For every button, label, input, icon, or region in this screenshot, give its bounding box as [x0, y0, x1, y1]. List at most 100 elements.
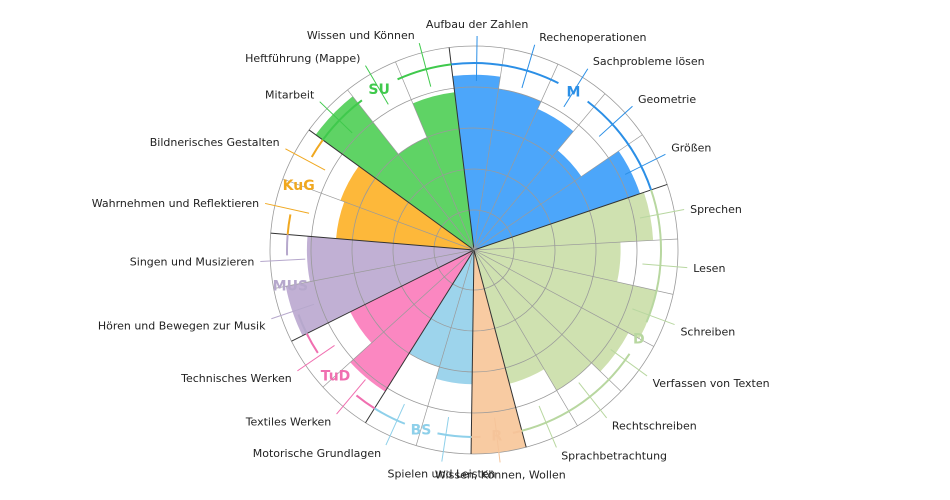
spoke: [273, 249, 475, 289]
group-arc-bs: [437, 432, 472, 438]
label-tick: [639, 208, 685, 219]
bar-mus-0: [285, 250, 474, 336]
spoke: [322, 249, 475, 388]
label-tick: [642, 263, 688, 269]
group-arc-m: [587, 100, 653, 191]
bar-tud-0: [350, 250, 474, 392]
spoke: [473, 249, 527, 448]
category-label: Sprachbetrachtung: [561, 449, 667, 462]
bar-m-0: [452, 74, 501, 250]
group-arc-d: [645, 189, 662, 323]
spoke: [473, 134, 643, 251]
category-label: Schreiben: [680, 325, 735, 338]
label-tick: [441, 417, 450, 462]
spoke: [308, 129, 475, 251]
category-label: Verfassen von Texten: [653, 377, 770, 390]
bar-d-2: [474, 250, 658, 339]
group-code-m: M: [566, 85, 580, 101]
label-tick: [598, 105, 633, 137]
category-label: Geometrie: [638, 93, 696, 106]
category-label: Textiles Werken: [245, 416, 332, 429]
label-tick: [365, 65, 389, 105]
category-label: Sprechen: [690, 203, 742, 216]
spoke: [473, 48, 506, 251]
label-tick: [336, 379, 366, 415]
category-label: Lesen: [693, 262, 725, 275]
spoke: [448, 47, 475, 251]
label-tick: [521, 44, 536, 89]
label-tick: [578, 382, 608, 419]
bars-layer: [285, 74, 658, 454]
spoke: [473, 249, 674, 295]
category-label: Heftführung (Mappe): [245, 52, 360, 65]
label-tick: [418, 42, 432, 87]
spoke: [473, 249, 578, 426]
group-arc-d: [521, 353, 631, 432]
label-tick: [563, 68, 589, 108]
bar-m-2: [474, 108, 574, 250]
bar-d-5: [474, 250, 545, 384]
category-label: Hören und Bewegen zur Musik: [98, 319, 266, 332]
spoke: [470, 249, 475, 454]
grid-layer: [269, 45, 679, 455]
spoke: [473, 249, 654, 347]
bar-bs-0: [435, 250, 474, 385]
category-label: Wissen, Können, Wollen: [435, 468, 566, 481]
group-arc-su: [397, 63, 452, 81]
bar-tud-1: [350, 250, 474, 343]
label-tick: [285, 148, 326, 171]
category-label: Größen: [671, 141, 711, 154]
label-tick: [385, 403, 405, 446]
category-label: Wissen und Können: [307, 29, 415, 42]
spoke: [473, 249, 622, 392]
category-label: Spielen und Leisten: [387, 468, 495, 481]
bar-d-3: [474, 250, 629, 372]
label-tick: [475, 36, 478, 82]
bar-m-4: [474, 150, 641, 250]
group-arc-tud: [355, 394, 376, 410]
grid-ring: [269, 45, 679, 455]
grid-ring: [392, 168, 556, 332]
label-tick: [610, 349, 648, 377]
bar-su-2: [412, 92, 474, 250]
spoke: [415, 249, 475, 446]
group-arc-tud: [305, 333, 319, 354]
grid-ring: [310, 86, 638, 414]
group-arc-mus: [286, 234, 289, 256]
spoke: [365, 249, 475, 424]
group-code-d: D: [633, 331, 645, 347]
bar-m-3: [474, 150, 582, 250]
group-arc-kug: [286, 214, 292, 235]
grid-ring: [351, 127, 597, 373]
bar-d-1: [474, 242, 621, 282]
group-arc-mus: [297, 314, 308, 335]
label-tick: [265, 202, 310, 214]
grid-ring-inner: [433, 209, 515, 291]
category-label: Singen und Musizieren: [130, 256, 255, 269]
spoke: [291, 249, 475, 342]
group-arc-bs: [374, 407, 406, 425]
bar-su-1: [398, 137, 474, 250]
spoke: [270, 232, 475, 251]
label-tick: [632, 308, 675, 326]
bar-mus-1: [306, 236, 474, 282]
label-tick: [297, 345, 335, 372]
group-code-bs: BS: [411, 422, 432, 438]
bar-su-0: [315, 96, 474, 250]
category-label: Bildnerisches Gestalten: [150, 136, 280, 149]
category-label: Sachprobleme lösen: [593, 55, 705, 68]
bar-bs-1: [409, 250, 474, 367]
spoke: [473, 93, 606, 251]
group-arc-kug: [310, 139, 324, 158]
label-tick: [624, 153, 666, 175]
labels-layer: Aufbau der Zahlen Rechenoperationen Sachpr…: [92, 18, 770, 481]
label-tick: [271, 303, 315, 320]
category-label: Wahrnehmen und Reflektieren: [92, 197, 259, 210]
spoke: [395, 61, 475, 251]
group-code-kug: KuG: [283, 178, 315, 194]
group-arc-m: [451, 62, 559, 85]
label-tick: [538, 405, 557, 448]
group-code-mus: MUS: [273, 278, 308, 294]
group-arc-r: [512, 429, 523, 434]
